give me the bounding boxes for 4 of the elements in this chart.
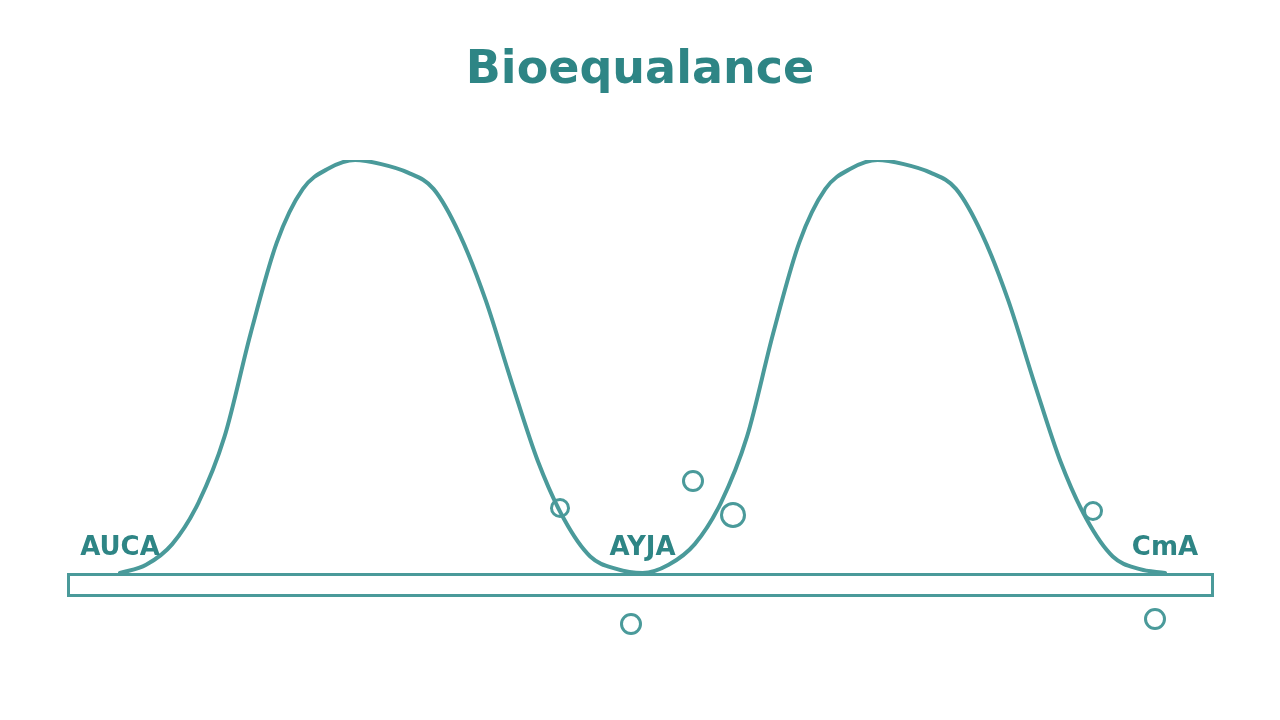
annotation: AUCA [80, 530, 160, 561]
chart-title: Bioequalance [464, 40, 816, 94]
annotation: CmA [1131, 530, 1199, 561]
annotation: AYJA [609, 530, 676, 561]
